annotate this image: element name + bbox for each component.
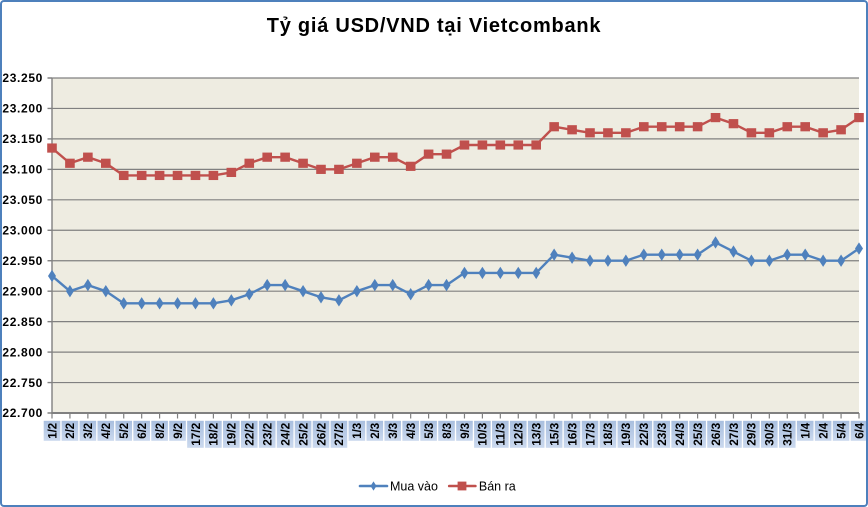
- svg-text:5/4: 5/4: [836, 422, 848, 439]
- svg-text:23.000: 23.000: [2, 223, 43, 237]
- svg-text:22.850: 22.850: [2, 315, 43, 329]
- svg-text:18/2: 18/2: [209, 423, 221, 446]
- svg-text:Bán ra: Bán ra: [479, 479, 516, 493]
- svg-text:11/3: 11/3: [496, 423, 508, 446]
- svg-text:23.200: 23.200: [2, 102, 43, 116]
- svg-text:9/3: 9/3: [460, 423, 472, 439]
- svg-text:Mua vào: Mua vào: [390, 479, 438, 493]
- svg-text:2/4: 2/4: [818, 422, 830, 439]
- svg-text:18/3: 18/3: [603, 423, 615, 446]
- svg-text:23/2: 23/2: [263, 423, 275, 446]
- svg-text:2/3: 2/3: [370, 423, 382, 439]
- svg-text:17/3: 17/3: [585, 423, 597, 446]
- svg-text:25/3: 25/3: [693, 423, 705, 446]
- svg-text:2/2: 2/2: [65, 423, 77, 439]
- svg-text:26/2: 26/2: [316, 423, 328, 446]
- svg-text:13/3: 13/3: [532, 423, 544, 446]
- svg-text:1/4: 1/4: [801, 422, 813, 439]
- svg-text:10/3: 10/3: [478, 423, 490, 446]
- svg-text:12/3: 12/3: [514, 423, 526, 446]
- svg-text:23.100: 23.100: [2, 163, 43, 177]
- svg-text:4/2: 4/2: [101, 423, 113, 439]
- svg-text:1/2: 1/2: [47, 423, 59, 439]
- svg-text:29/3: 29/3: [747, 423, 759, 446]
- svg-text:22.900: 22.900: [2, 284, 43, 298]
- svg-text:8/2: 8/2: [155, 423, 167, 439]
- svg-text:22.800: 22.800: [2, 345, 43, 359]
- svg-text:Tỷ giá USD/VND tại Vietcombank: Tỷ giá USD/VND tại Vietcombank: [267, 15, 602, 37]
- svg-text:16/3: 16/3: [567, 423, 579, 446]
- svg-text:19/2: 19/2: [227, 423, 239, 446]
- svg-text:30/3: 30/3: [765, 423, 777, 446]
- svg-text:25/2: 25/2: [298, 423, 310, 446]
- svg-text:3/2: 3/2: [83, 423, 95, 439]
- svg-text:6/2: 6/2: [137, 423, 149, 439]
- svg-text:22/2: 22/2: [245, 423, 257, 446]
- svg-text:23/3: 23/3: [657, 423, 669, 446]
- svg-text:23.150: 23.150: [2, 132, 43, 146]
- svg-text:24/2: 24/2: [280, 423, 292, 446]
- svg-text:26/3: 26/3: [711, 423, 723, 446]
- svg-text:22/3: 22/3: [639, 423, 651, 446]
- svg-text:31/3: 31/3: [783, 423, 795, 446]
- svg-text:27/3: 27/3: [729, 423, 741, 446]
- svg-text:19/3: 19/3: [621, 423, 633, 446]
- svg-text:5/2: 5/2: [119, 423, 131, 439]
- svg-text:1/3: 1/3: [352, 423, 364, 439]
- svg-text:23.250: 23.250: [2, 71, 43, 85]
- svg-text:22.700: 22.700: [2, 406, 43, 420]
- svg-text:22.950: 22.950: [2, 254, 43, 268]
- svg-text:3/3: 3/3: [388, 423, 400, 439]
- svg-text:5/3: 5/3: [424, 423, 436, 439]
- svg-text:15/3: 15/3: [549, 423, 561, 446]
- svg-text:17/2: 17/2: [191, 423, 203, 446]
- svg-text:4/3: 4/3: [406, 423, 418, 439]
- svg-text:23.050: 23.050: [2, 193, 43, 207]
- svg-text:8/3: 8/3: [442, 423, 454, 439]
- svg-text:6/4: 6/4: [854, 422, 866, 439]
- svg-text:22.750: 22.750: [2, 376, 43, 390]
- svg-text:9/2: 9/2: [173, 423, 185, 439]
- svg-text:27/2: 27/2: [334, 423, 346, 446]
- svg-text:24/3: 24/3: [675, 423, 687, 446]
